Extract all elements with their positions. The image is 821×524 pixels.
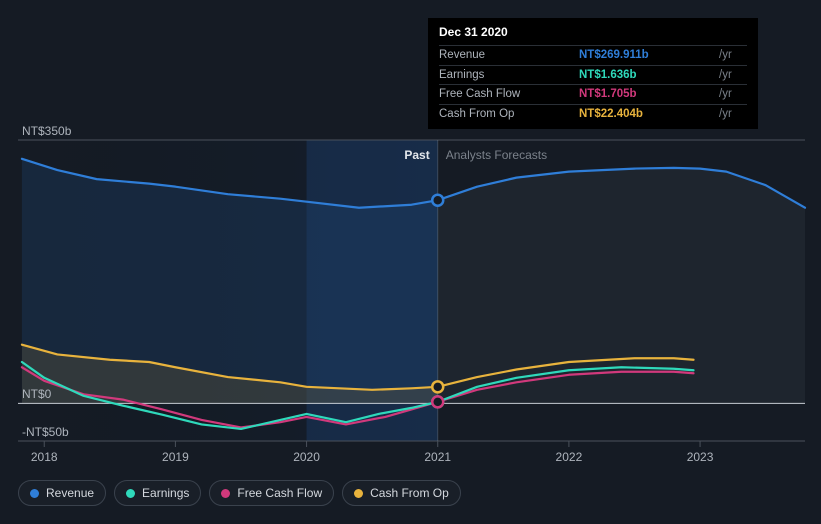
tooltip-row-unit: /yr xyxy=(717,65,747,85)
tooltip-row-label: Earnings xyxy=(439,65,579,85)
svg-text:2023: 2023 xyxy=(687,450,714,464)
tooltip-row-value: NT$1.636b xyxy=(579,65,717,85)
section-label-forecast: Analysts Forecasts xyxy=(446,148,547,162)
svg-text:2018: 2018 xyxy=(31,450,58,464)
section-label-past: Past xyxy=(378,148,430,162)
legend-dot-icon xyxy=(126,489,135,498)
legend-dot-icon xyxy=(30,489,39,498)
svg-text:2022: 2022 xyxy=(556,450,583,464)
tooltip-row-label: Revenue xyxy=(439,45,579,65)
y-axis-label: -NT$50b xyxy=(22,425,69,439)
tooltip-row: EarningsNT$1.636b/yr xyxy=(439,65,747,85)
chart-tooltip: Dec 31 2020 RevenueNT$269.911b/yrEarning… xyxy=(428,18,758,129)
tooltip-row-unit: /yr xyxy=(717,105,747,124)
tooltip-row-unit: /yr xyxy=(717,85,747,105)
tooltip-row-unit: /yr xyxy=(717,45,747,65)
tooltip-row: Free Cash FlowNT$1.705b/yr xyxy=(439,85,747,105)
legend-item-earnings[interactable]: Earnings xyxy=(114,480,201,506)
tooltip-row-label: Free Cash Flow xyxy=(439,85,579,105)
legend-item-revenue[interactable]: Revenue xyxy=(18,480,106,506)
tooltip-row-value: NT$1.705b xyxy=(579,85,717,105)
legend-dot-icon xyxy=(221,489,230,498)
svg-text:2019: 2019 xyxy=(162,450,189,464)
y-axis-label: NT$0 xyxy=(22,387,51,401)
tooltip-row: Cash From OpNT$22.404b/yr xyxy=(439,105,747,124)
legend-item-label: Earnings xyxy=(142,486,189,500)
y-axis-label: NT$350b xyxy=(22,124,71,138)
tooltip-table: RevenueNT$269.911b/yrEarningsNT$1.636b/y… xyxy=(439,45,747,125)
tooltip-row-label: Cash From Op xyxy=(439,105,579,124)
tooltip-row-value: NT$269.911b xyxy=(579,45,717,65)
tooltip-row-value: NT$22.404b xyxy=(579,105,717,124)
legend-item-label: Free Cash Flow xyxy=(237,486,322,500)
legend-item-cash-from-op[interactable]: Cash From Op xyxy=(342,480,461,506)
financials-forecast-chart: 2018 2019 2020 2021 2022 2023 Dec 31 2020 Rev… xyxy=(0,0,821,524)
legend-item-label: Cash From Op xyxy=(370,486,449,500)
legend-item-free-cash-flow[interactable]: Free Cash Flow xyxy=(209,480,334,506)
legend-dot-icon xyxy=(354,489,363,498)
tooltip-row: RevenueNT$269.911b/yr xyxy=(439,45,747,65)
svg-text:2021: 2021 xyxy=(424,450,451,464)
svg-text:2020: 2020 xyxy=(293,450,320,464)
tooltip-date: Dec 31 2020 xyxy=(439,25,747,41)
legend-item-label: Revenue xyxy=(46,486,94,500)
chart-legend: Revenue Earnings Free Cash Flow Cash From O… xyxy=(18,480,461,506)
